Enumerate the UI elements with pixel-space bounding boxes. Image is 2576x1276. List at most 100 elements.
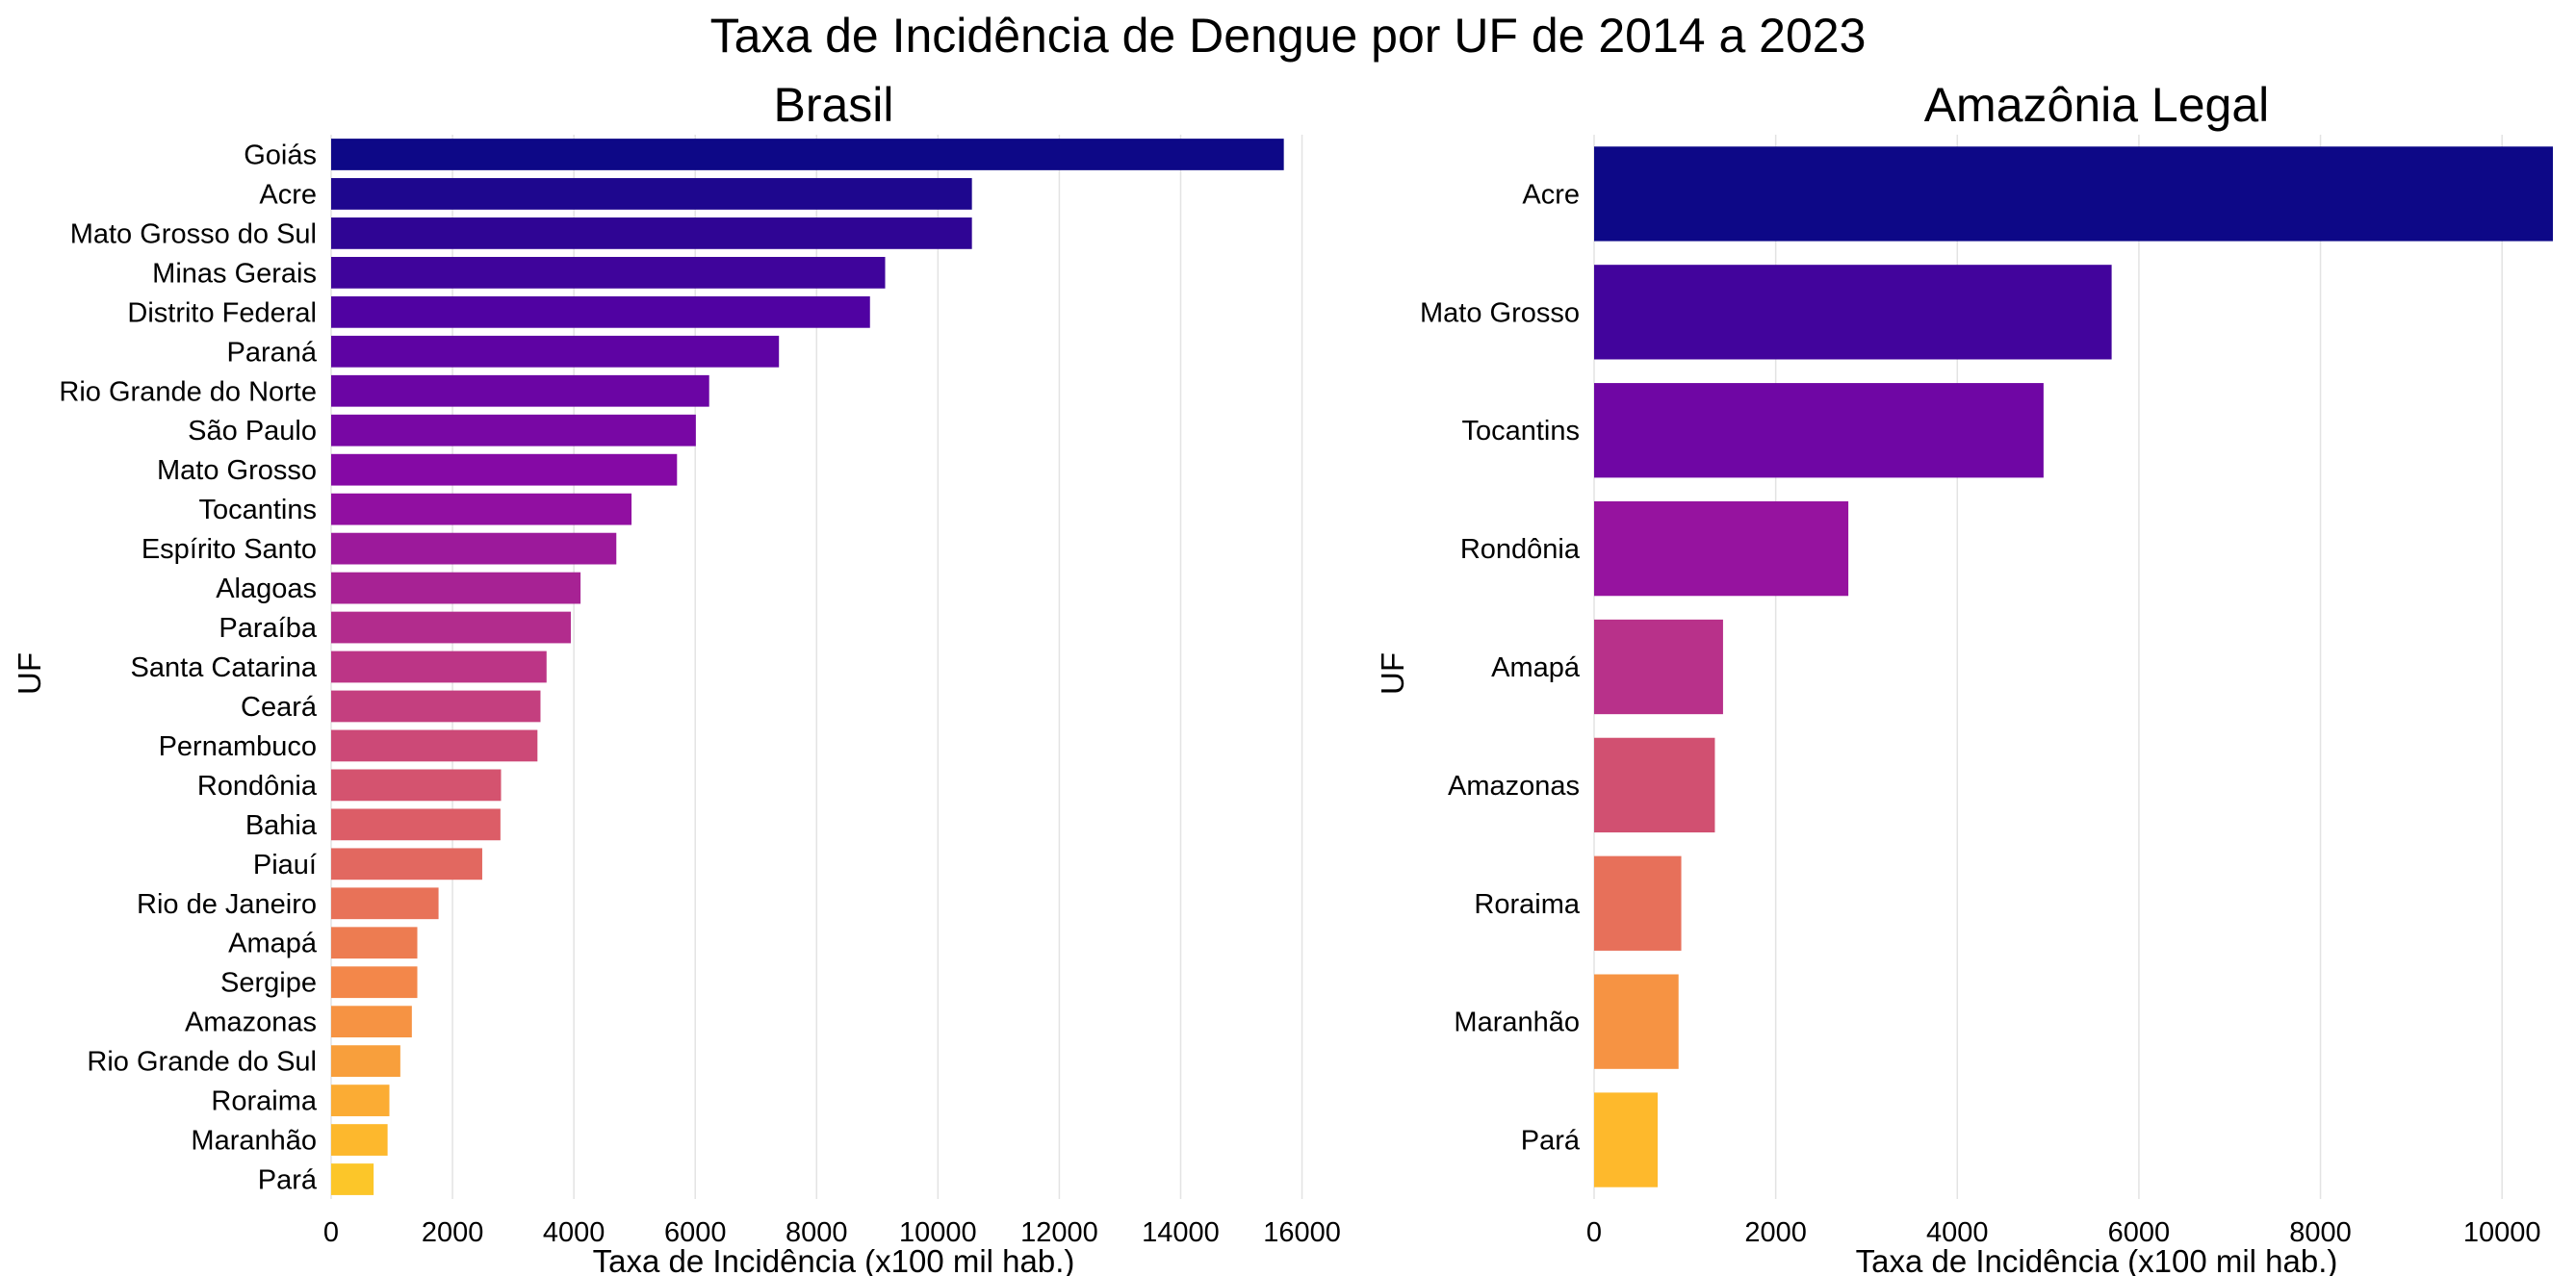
brasil-y-tick-label: Rio Grande do Sul: [87, 1047, 317, 1078]
figure-title: Taxa de Incidência de Dengue por UF de 2…: [709, 9, 1867, 63]
amazonia-x-axis-label: Taxa de Incidência (x100 mil hab.): [1856, 1243, 2338, 1276]
brasil-bar-santa-catarina: [331, 651, 547, 683]
amazonia-y-tick-label: Tocantins: [1461, 416, 1580, 447]
brasil-y-tick-label: Amazonas: [185, 1008, 317, 1038]
brasil-y-tick-label: Pernambuco: [159, 731, 317, 762]
brasil-y-tick-label: Amapá: [228, 929, 318, 959]
amazonia-y-tick-label: Mato Grosso: [1420, 297, 1580, 328]
brasil-bar-mato-grosso: [331, 453, 678, 486]
brasil-y-axis-label: UF: [12, 652, 47, 695]
brasil-y-ticks: Goiás Acre Mato Grosso do Sul Minas Gerais D…: [59, 140, 317, 1195]
amazonia-x-ticks: 0 2000 4000 6000 8000 10000: [1586, 1217, 2541, 1248]
amazonia-panel-title: Amazônia Legal: [1924, 78, 2270, 132]
brasil-x-tick-label: 6000: [664, 1217, 727, 1248]
brasil-bar-pernambuco: [331, 729, 538, 762]
brasil-bar-tocantins: [331, 493, 632, 525]
brasil-bar-rio-grande-do-norte: [331, 374, 709, 407]
amazonia-y-tick-label: Acre: [1522, 179, 1580, 210]
amazonia-x-tick-label: 10000: [2463, 1217, 2541, 1248]
brasil-y-tick-label: São Paulo: [188, 416, 317, 447]
amazonia-y-axis-label: UF: [1375, 652, 1410, 695]
amazonia-x-tick-label: 6000: [2108, 1217, 2171, 1248]
brasil-x-tick-label: 0: [323, 1217, 339, 1248]
amazonia-bar-para: [1594, 1092, 1659, 1187]
brasil-y-tick-label: Bahia: [245, 810, 318, 841]
brasil-bar-rio-grande-do-sul: [331, 1045, 400, 1078]
brasil-y-tick-label: Rondônia: [197, 771, 318, 802]
brasil-x-tick-label: 10000: [899, 1217, 977, 1248]
brasil-y-tick-label: Piauí: [253, 850, 317, 880]
brasil-bar-amazonas: [331, 1006, 412, 1038]
brasil-bar-distrito-federal: [331, 295, 870, 328]
brasil-bar-goias: [331, 139, 1284, 170]
brasil-bar-parana: [331, 335, 780, 368]
brasil-bar-roraima: [331, 1085, 390, 1116]
amazonia-y-tick-label: Maranhão: [1454, 1008, 1580, 1038]
amazonia-bar-mato-grosso: [1594, 265, 2112, 360]
brasil-y-tick-label: Santa Catarina: [131, 652, 318, 683]
brasil-bar-acre: [331, 178, 972, 210]
brasil-x-tick-label: 14000: [1142, 1217, 1220, 1248]
amazonia-bar-maranhao: [1594, 974, 1679, 1069]
brasil-bar-rio-de-janeiro: [331, 887, 439, 920]
amazonia-bar-amapa: [1594, 619, 1723, 715]
brasil-bar-bahia: [331, 808, 501, 841]
brasil-y-tick-label: Espírito Santo: [142, 534, 317, 565]
amazonia-x-tick-label: 0: [1586, 1217, 1602, 1248]
amazonia-x-tick-label: 8000: [2289, 1217, 2352, 1248]
brasil-y-tick-label: Roraima: [211, 1086, 317, 1117]
amazonia-y-tick-label: Pará: [1521, 1126, 1581, 1157]
brasil-bar-sergipe: [331, 966, 418, 999]
brasil-x-axis-label: Taxa de Incidência (x100 mil hab.): [593, 1243, 1075, 1276]
brasil-bar-ceara: [331, 690, 541, 723]
brasil-y-tick-label: Mato Grosso: [157, 455, 317, 486]
amazonia-bar-rondonia: [1594, 500, 1849, 597]
brasil-y-tick-label: Rio de Janeiro: [137, 889, 317, 920]
brasil-bar-amapa: [331, 927, 418, 959]
amazonia-y-tick-label: Amapá: [1491, 652, 1581, 683]
amazonia-bar-acre: [1594, 146, 2553, 242]
brasil-x-ticks: 0 2000 4000 6000 8000 10000 12000 14000 16000: [323, 1217, 1341, 1248]
amazonia-y-tick-label: Roraima: [1474, 889, 1580, 920]
brasil-panel-title: Brasil: [773, 78, 893, 132]
brasil-y-tick-label: Mato Grosso do Sul: [70, 218, 317, 249]
amazonia-y-tick-label: Rondônia: [1460, 534, 1581, 565]
brasil-bar-sao-paulo: [331, 414, 696, 447]
brasil-y-tick-label: Alagoas: [216, 574, 317, 604]
brasil-y-tick-label: Sergipe: [220, 968, 317, 999]
brasil-y-tick-label: Distrito Federal: [127, 297, 317, 328]
brasil-x-tick-label: 16000: [1263, 1217, 1341, 1248]
brasil-y-tick-label: Minas Gerais: [152, 258, 317, 289]
brasil-y-tick-label: Tocantins: [198, 495, 317, 525]
panel-brasil: Brasil Goiás Acre Mato Grosso do Sul Minas …: [12, 78, 1341, 1276]
amazonia-x-tick-label: 2000: [1744, 1217, 1807, 1248]
brasil-x-tick-label: 4000: [543, 1217, 605, 1248]
brasil-bar-piaui: [331, 848, 482, 880]
brasil-bar-rondonia: [331, 769, 502, 802]
brasil-y-tick-label: Pará: [258, 1165, 318, 1196]
brasil-y-tick-label: Goiás: [244, 140, 317, 170]
brasil-bar-maranhao: [331, 1124, 388, 1156]
brasil-bar-alagoas: [331, 572, 581, 604]
brasil-bar-mato-grosso-do-sul: [331, 217, 972, 249]
brasil-x-tick-label: 2000: [422, 1217, 484, 1248]
brasil-y-tick-label: Ceará: [241, 692, 318, 723]
panel-amazonia-legal: Amazônia Legal Acre Mato Grosso Tocantins R…: [1375, 78, 2553, 1276]
brasil-y-tick-label: Acre: [259, 179, 317, 210]
amazonia-bar-roraima: [1594, 855, 1682, 951]
brasil-y-tick-label: Paraná: [226, 337, 317, 368]
brasil-x-tick-label: 8000: [786, 1217, 848, 1248]
amazonia-y-tick-label: Amazonas: [1448, 771, 1580, 802]
brasil-bars: [331, 139, 1284, 1195]
amazonia-bar-tocantins: [1594, 383, 2044, 478]
brasil-bar-espirito-santo: [331, 532, 617, 565]
brasil-y-tick-label: Paraíba: [219, 613, 317, 644]
brasil-bar-minas-gerais: [331, 256, 886, 289]
brasil-bar-para: [331, 1163, 374, 1195]
amazonia-bars: [1594, 146, 2553, 1187]
amazonia-x-tick-label: 4000: [1926, 1217, 1989, 1248]
amazonia-y-ticks: Acre Mato Grosso Tocantins Rondônia Amapá Ama…: [1420, 179, 1581, 1156]
brasil-y-tick-label: Rio Grande do Norte: [59, 376, 317, 407]
amazonia-bar-amazonas: [1594, 737, 1715, 833]
